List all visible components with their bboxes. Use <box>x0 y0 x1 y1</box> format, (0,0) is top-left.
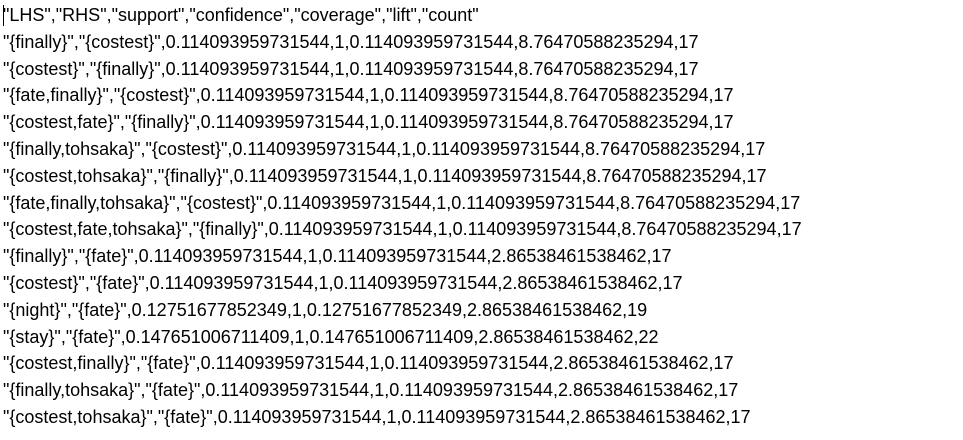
csv-line: "{stay}","{fate}",0.147651006711409,1,0.… <box>3 326 659 347</box>
csv-header-line: "LHS","RHS","support","confidence","cove… <box>3 5 479 25</box>
csv-line: "{night}","{fate}",0.12751677852349,1,0.… <box>3 299 648 320</box>
csv-line: "{costest,fate}","{finally}",0.114093959… <box>3 112 734 133</box>
csv-line: "{costest}","{fate}",0.114093959731544,1… <box>3 272 683 293</box>
csv-line: "{fate,finally,tohsaka}","{costest}",0.1… <box>3 192 801 213</box>
csv-line: "{finally,tohsaka}","{costest}",0.114093… <box>3 138 766 159</box>
csv-line: "{costest,tohsaka}","{finally}",0.114093… <box>3 165 767 186</box>
csv-line: "{finally}","{costest}",0.11409395973154… <box>3 31 699 52</box>
text-cursor <box>3 5 4 26</box>
csv-line: "{costest,finally}","{fate}",0.114093959… <box>3 353 734 374</box>
csv-line: "{finally,tohsaka}","{fate}",0.114093959… <box>3 380 739 401</box>
csv-line: "{costest,fate,tohsaka}","{finally}",0.1… <box>3 219 802 240</box>
csv-line: "{finally}","{fate}",0.114093959731544,1… <box>3 246 672 267</box>
csv-line: "{costest,tohsaka}","{fate}",0.114093959… <box>3 406 751 427</box>
csv-line: "{fate,finally}","{costest}",0.114093959… <box>3 85 734 106</box>
csv-line: "{costest}","{finally}",0.11409395973154… <box>3 58 699 79</box>
csv-lines: "LHS","RHS","support","confidence","cove… <box>3 2 961 431</box>
